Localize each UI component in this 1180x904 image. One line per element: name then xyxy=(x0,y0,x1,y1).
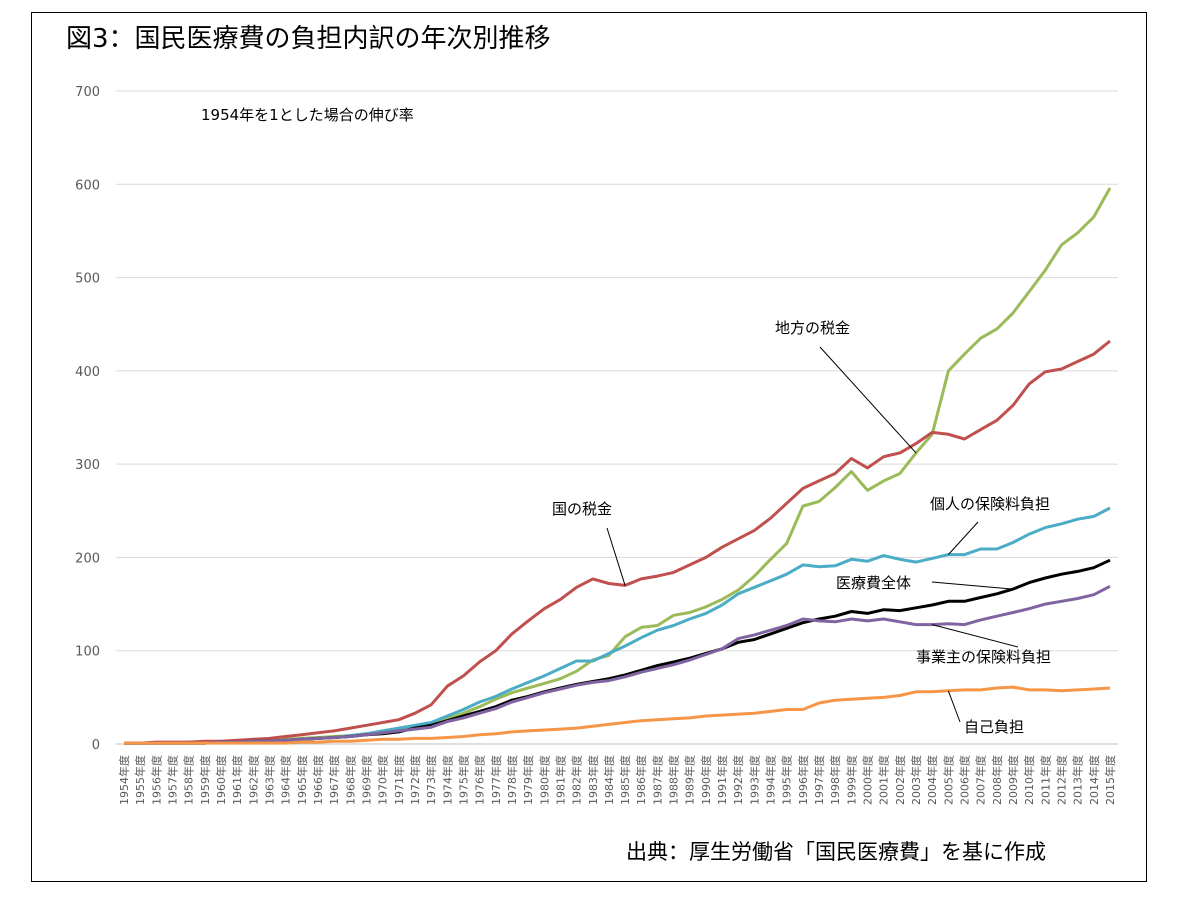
series-lines xyxy=(124,187,1112,745)
x-tick-label: 1971年度 xyxy=(392,755,406,805)
x-tick-label: 1981年度 xyxy=(553,755,567,805)
x-tick-label: 2002年度 xyxy=(893,755,907,805)
x-tick-label: 1955年度 xyxy=(133,755,147,805)
series-label: 自己負担 xyxy=(964,718,1024,736)
y-tick-label: 400 xyxy=(75,365,100,380)
y-tick-label: 200 xyxy=(75,551,100,566)
y-tick-label: 600 xyxy=(75,178,100,193)
x-tick-label: 2009年度 xyxy=(1006,755,1020,805)
x-tick-label: 1996年度 xyxy=(796,755,810,805)
x-tick-label: 2007年度 xyxy=(974,755,988,805)
x-tick-label: 1962年度 xyxy=(246,755,260,805)
x-tick-label: 1984年度 xyxy=(602,755,616,805)
x-tick-label: 2015年度 xyxy=(1103,755,1117,805)
x-tick-label: 1956年度 xyxy=(149,755,163,805)
y-tick-label: 100 xyxy=(75,645,100,660)
x-tick-label: 1958年度 xyxy=(182,755,196,805)
x-tick-label: 1997年度 xyxy=(812,755,826,805)
y-tick-label: 0 xyxy=(92,738,100,753)
x-tick-label: 2011年度 xyxy=(1038,755,1052,805)
x-tick-label: 1977年度 xyxy=(489,755,503,805)
chart-title: 図3：国民医療費の負担内訳の年次別推移 xyxy=(66,24,551,54)
x-tick-label: 1987年度 xyxy=(650,755,664,805)
x-tick-label: 1967年度 xyxy=(327,755,341,805)
x-tick-label: 2005年度 xyxy=(941,755,955,805)
x-tick-label: 1954年度 xyxy=(117,755,131,805)
series-label: 地方の税金 xyxy=(775,319,850,337)
y-axis-tick-labels: 0 100 200 300 400 500 600 700 xyxy=(75,85,100,753)
x-tick-label: 2012年度 xyxy=(1055,755,1069,805)
x-tick-label: 1975年度 xyxy=(456,755,470,805)
x-tick-label: 1992年度 xyxy=(731,755,745,805)
series-label: 事業主の保険料負担 xyxy=(916,648,1051,666)
x-tick-label: 1963年度 xyxy=(262,755,276,805)
x-tick-label: 1961年度 xyxy=(230,755,244,805)
x-tick-label: 1994年度 xyxy=(764,755,778,805)
gridlines xyxy=(116,90,1118,745)
source-note: 出典：厚生労働省「国民医療費」を基に作成 xyxy=(626,840,1046,864)
callout-leader xyxy=(947,690,961,723)
x-tick-label: 1988年度 xyxy=(667,755,681,805)
x-tick-label: 1991年度 xyxy=(715,755,729,805)
callout-leader xyxy=(606,527,626,586)
callout-leader xyxy=(819,346,917,454)
x-tick-label: 2013年度 xyxy=(1071,755,1085,805)
x-tick-label: 1986年度 xyxy=(634,755,648,805)
x-tick-label: 1989年度 xyxy=(683,755,697,805)
x-tick-label: 1999年度 xyxy=(844,755,858,805)
x-tick-label: 2001年度 xyxy=(877,755,891,805)
x-tick-label: 2004年度 xyxy=(925,755,939,805)
x-tick-label: 2000年度 xyxy=(861,755,875,805)
series-label: 医療費全体 xyxy=(836,574,911,592)
callout-leader xyxy=(947,521,979,555)
x-tick-label: 1974年度 xyxy=(440,755,454,805)
x-tick-label: 1965年度 xyxy=(295,755,309,805)
x-tick-label: 1980年度 xyxy=(537,755,551,805)
series-label: 個人の保険料負担 xyxy=(930,495,1050,513)
x-tick-label: 2008年度 xyxy=(990,755,1004,805)
x-tick-label: 1964年度 xyxy=(279,755,293,805)
x-tick-label: 1957年度 xyxy=(165,755,179,805)
callout-leader xyxy=(931,581,1014,590)
x-tick-label: 1973年度 xyxy=(424,755,438,805)
x-tick-label: 2006年度 xyxy=(958,755,972,805)
x-tick-label: 1979年度 xyxy=(521,755,535,805)
x-tick-label: 1972年度 xyxy=(408,755,422,805)
series-line xyxy=(124,685,1111,745)
x-tick-label: 2003年度 xyxy=(909,755,923,805)
series-label: 国の税金 xyxy=(552,500,612,518)
callout-leader xyxy=(932,624,1019,648)
x-tick-label: 1976年度 xyxy=(473,755,487,805)
y-tick-label: 300 xyxy=(75,458,100,473)
x-tick-label: 1966年度 xyxy=(311,755,325,805)
x-axis-tick-labels: 1954年度 1955年度 1956年度 1957年度 1958年度 1959年度 1960… xyxy=(117,755,1117,805)
series-line xyxy=(124,584,1111,745)
x-tick-label: 1998年度 xyxy=(828,755,842,805)
x-tick-label: 1983年度 xyxy=(586,755,600,805)
y-tick-label: 500 xyxy=(75,272,100,287)
x-tick-label: 1978年度 xyxy=(505,755,519,805)
y-tick-label: 700 xyxy=(75,85,100,100)
chart-frame xyxy=(31,12,1147,882)
x-tick-label: 1959年度 xyxy=(198,755,212,805)
x-tick-label: 1982年度 xyxy=(570,755,584,805)
series-line xyxy=(124,339,1111,745)
chart-subtitle: 1954年を1とした場合の伸び率 xyxy=(201,106,414,124)
x-tick-label: 2014年度 xyxy=(1087,755,1101,805)
x-tick-label: 1990年度 xyxy=(699,755,713,805)
x-tick-label: 1969年度 xyxy=(359,755,373,805)
x-tick-label: 1968年度 xyxy=(343,755,357,805)
x-tick-label: 1985年度 xyxy=(618,755,632,805)
x-tick-label: 2010年度 xyxy=(1022,755,1036,805)
x-tick-label: 1993年度 xyxy=(747,755,761,805)
x-tick-label: 1970年度 xyxy=(376,755,390,805)
x-tick-label: 1960年度 xyxy=(214,755,228,805)
x-tick-label: 1995年度 xyxy=(780,755,794,805)
